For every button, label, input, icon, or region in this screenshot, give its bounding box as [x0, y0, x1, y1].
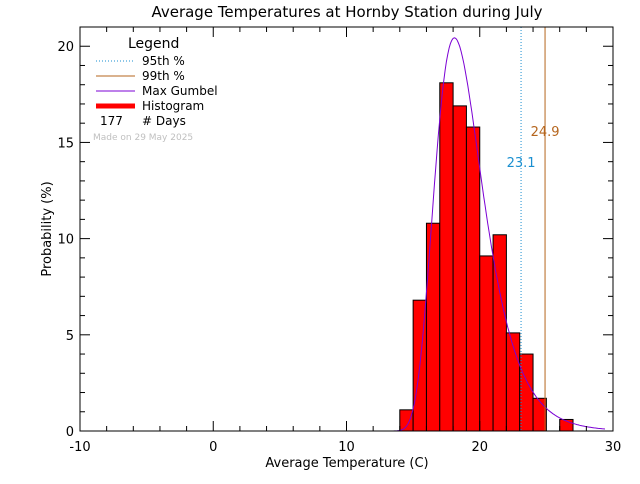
- legend-item-p99: 99th %: [142, 69, 185, 83]
- x-axis: -10 0 10 20 30: [69, 27, 621, 455]
- x-tick-label: 10: [338, 440, 355, 455]
- histogram-bar: [479, 255, 494, 432]
- p99-label: 24.9: [531, 125, 560, 140]
- legend-count-value: 177: [100, 114, 123, 128]
- histogram-bar: [532, 397, 547, 432]
- histogram-bar: [452, 105, 467, 432]
- y-axis: 0 5 10 15 20: [57, 26, 613, 440]
- histogram-bar: [425, 222, 441, 432]
- legend-item-gumbel: Max Gumbel: [142, 84, 218, 98]
- x-tick-label: 30: [605, 440, 622, 455]
- histogram-bar: [399, 409, 414, 432]
- histogram-bar: [505, 332, 521, 432]
- x-tick-label: 0: [209, 440, 217, 455]
- p95-label: 23.1: [507, 156, 536, 171]
- legend-title: Legend: [128, 36, 179, 52]
- legend-count-label: # Days: [142, 114, 186, 128]
- legend-item-p95: 95th %: [142, 54, 185, 68]
- y-tick-label: 20: [57, 40, 74, 55]
- x-axis-label: Average Temperature (C): [265, 456, 428, 471]
- y-tick-label: 15: [57, 136, 74, 151]
- gumbel-curve: [393, 37, 606, 432]
- y-tick-label: 0: [66, 425, 74, 440]
- y-tick-label: 5: [66, 329, 74, 344]
- histogram-bar: [519, 353, 534, 432]
- histogram-bars: [399, 82, 574, 432]
- histogram-bar: [465, 126, 481, 432]
- watermark: Made on 29 May 2025: [93, 133, 193, 143]
- y-tick-label: 10: [57, 233, 74, 248]
- chart-title: Average Temperatures at Hornby Station d…: [151, 3, 542, 21]
- x-tick-label: -10: [69, 440, 90, 455]
- legend-item-histogram: Histogram: [142, 99, 204, 113]
- x-tick-label: 20: [471, 440, 488, 455]
- histogram-bar: [492, 234, 507, 432]
- y-axis-label: Probability (%): [40, 181, 55, 276]
- legend: Legend 95th % 99th % Max Gumbel Histogra…: [93, 36, 218, 143]
- histogram-bar: [439, 82, 454, 432]
